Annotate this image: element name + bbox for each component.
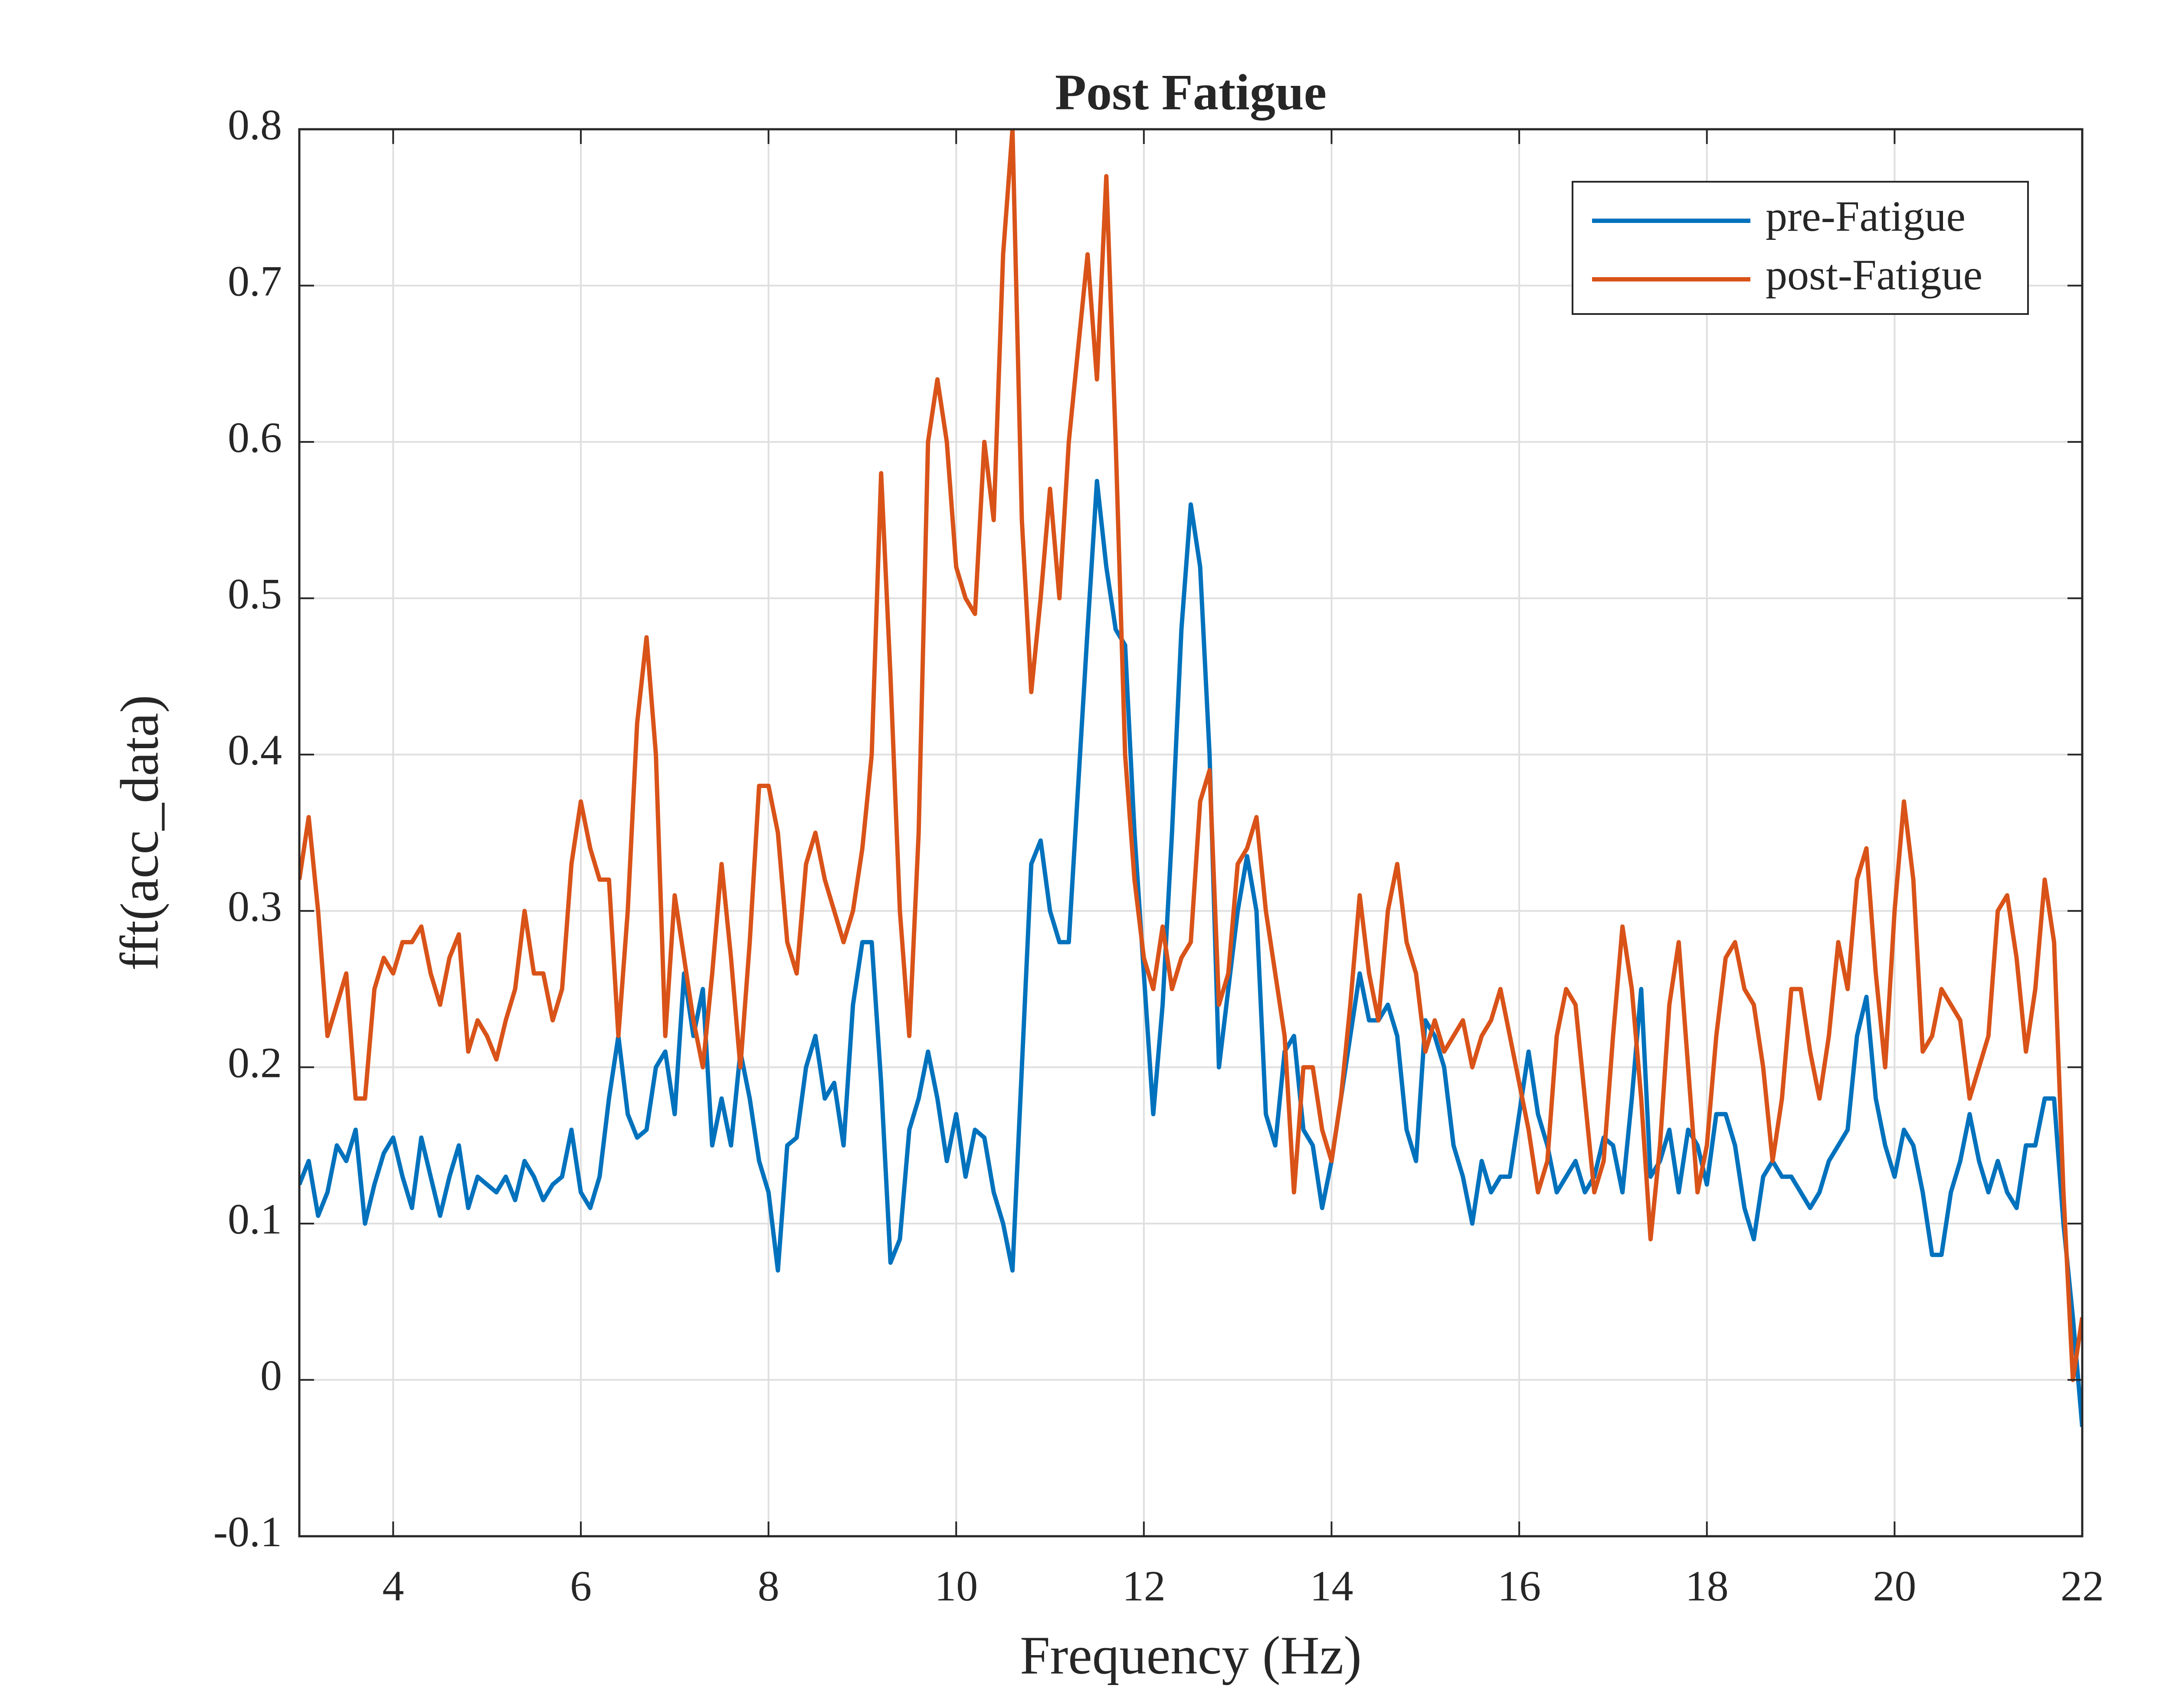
legend-label: post-Fatigue (1766, 251, 1982, 299)
y-tick-label: 0.5 (228, 569, 282, 618)
x-tick-label: 10 (934, 1562, 978, 1610)
x-tick-label: 22 (2061, 1562, 2104, 1610)
x-tick-label: 4 (382, 1562, 404, 1610)
x-tick-label: 12 (1122, 1562, 1166, 1610)
y-tick-label: 0.3 (228, 882, 282, 930)
y-tick-label: 0.1 (228, 1195, 282, 1243)
x-tick-label: 20 (1873, 1562, 1916, 1610)
legend-box (1572, 181, 2029, 315)
lines (299, 129, 2082, 1427)
y-tick-label: 0.2 (228, 1039, 282, 1087)
chart-title: Post Fatigue (1055, 64, 1327, 121)
y-axis-label: fft(acc_data) (110, 695, 170, 971)
series-line (299, 129, 2082, 1382)
y-tick-label: 0.6 (228, 413, 282, 461)
x-tick-label: 16 (1497, 1562, 1541, 1610)
plot-area (299, 129, 2082, 1536)
series-line (299, 479, 2082, 1427)
x-axis-label: Frequency (Hz) (1020, 1626, 1362, 1686)
y-tick-label: 0.7 (228, 257, 282, 305)
y-tick-label: 0.4 (228, 726, 282, 774)
legend-label: pre-Fatigue (1766, 192, 1966, 240)
x-tick-label: 6 (570, 1562, 592, 1610)
axes: 4 6 8 10 12 14 16 18 20 22 -0.1 0 0.1 0.2 0.3 0.4 0.5 0.6… (213, 101, 2104, 1610)
y-tick-label: 0.8 (228, 101, 282, 149)
x-tick-label: 8 (758, 1562, 780, 1610)
axes-box (298, 128, 2084, 1538)
y-tick-label: 0 (260, 1351, 282, 1400)
x-tick-label: 14 (1310, 1562, 1353, 1610)
legend: pre-Fatigue post-Fatigue (1572, 181, 2029, 315)
y-tick-label: -0.1 (213, 1508, 282, 1556)
x-tick-label: 18 (1685, 1562, 1729, 1610)
